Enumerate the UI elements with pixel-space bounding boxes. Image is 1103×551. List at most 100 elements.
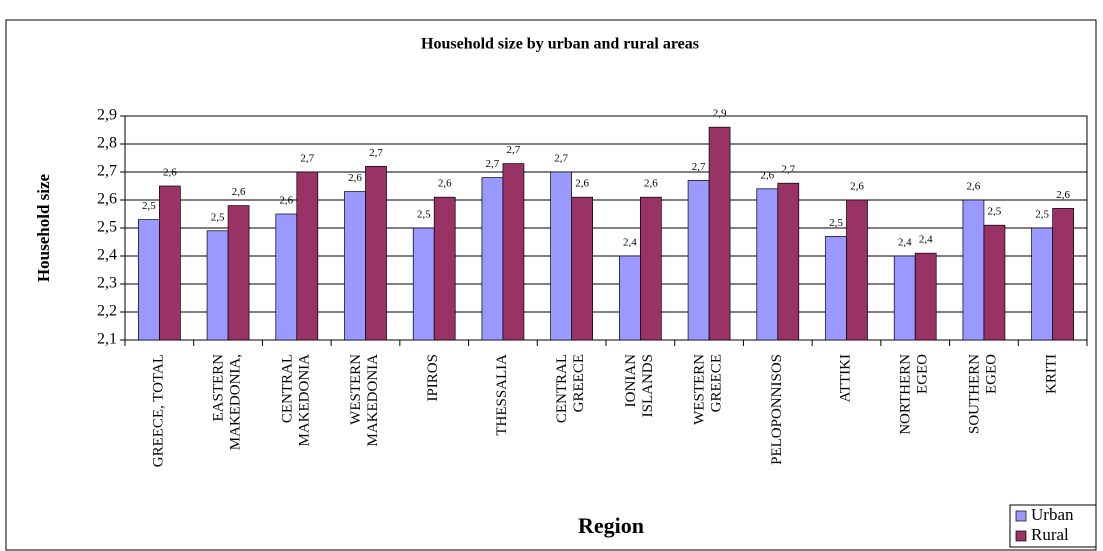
chart-title: Household size by urban and rural areas bbox=[421, 36, 699, 53]
x-tick-label: PELOPONNISOS bbox=[769, 354, 785, 465]
data-label: 2,6 bbox=[279, 195, 293, 207]
data-label: 2,9 bbox=[713, 108, 727, 120]
x-tick-label-line: WESTERN bbox=[348, 354, 364, 425]
bar bbox=[275, 213, 298, 341]
bar bbox=[502, 163, 525, 341]
bar bbox=[159, 185, 181, 341]
bar bbox=[708, 126, 731, 341]
bar bbox=[756, 188, 779, 341]
bar bbox=[412, 227, 435, 341]
bar bbox=[640, 196, 662, 341]
x-tick-label-line: ATTIKI bbox=[838, 354, 854, 402]
x-tick-label: WESTERNMAKEDONIA bbox=[348, 354, 381, 447]
y-tick-label: 2,7 bbox=[97, 163, 117, 180]
data-label: 2,5 bbox=[142, 200, 156, 212]
x-tick-label: CENTRALMAKEDONIA bbox=[280, 354, 313, 447]
x-tick-label-line: EGEO bbox=[984, 354, 1000, 394]
x-tick-label: KRITI bbox=[1044, 354, 1060, 394]
data-label: 2,6 bbox=[644, 178, 658, 190]
data-label: 2,6 bbox=[760, 169, 774, 181]
bar bbox=[365, 166, 387, 341]
data-label: 2,4 bbox=[623, 237, 637, 249]
x-tick-label: SOUTHERNEGEO bbox=[967, 354, 1000, 434]
data-label: 2,7 bbox=[486, 158, 500, 170]
x-tick-label-line: PELOPONNISOS bbox=[769, 354, 785, 465]
data-label: 2,7 bbox=[554, 153, 568, 165]
x-tick-label: NORTHERNEGEO bbox=[898, 354, 931, 435]
data-label: 2,6 bbox=[163, 167, 177, 179]
y-tick-label: 2,8 bbox=[97, 135, 117, 152]
y-tick-label: 2,3 bbox=[97, 275, 117, 292]
x-tick-label-line: NORTHERN bbox=[898, 354, 914, 435]
bar bbox=[571, 196, 593, 341]
x-tick-label-line: THESSALIA bbox=[494, 354, 510, 436]
x-tick-label-line: CENTRAL bbox=[555, 354, 571, 423]
data-label: 2,6 bbox=[438, 178, 452, 190]
x-tick-label: EASTERNMAKEDONIA, bbox=[211, 354, 244, 450]
x-tick-label-line: ISLANDS bbox=[640, 354, 656, 417]
data-label: 2,4 bbox=[919, 234, 933, 246]
x-tick-label-line: EGEO bbox=[915, 354, 931, 394]
x-tick-label-line: GREECE, TOTAL bbox=[151, 354, 167, 467]
data-label: 2,7 bbox=[300, 153, 314, 165]
bar bbox=[962, 199, 985, 341]
x-tick-label-line: GREECE bbox=[572, 354, 588, 412]
bar bbox=[1052, 208, 1074, 341]
bar bbox=[296, 171, 319, 341]
legend-label: Urban bbox=[1031, 505, 1074, 524]
data-label: 2,6 bbox=[967, 181, 981, 193]
data-label: 2,4 bbox=[898, 237, 912, 249]
data-label: 2,7 bbox=[692, 161, 706, 173]
legend-label: Rural bbox=[1031, 525, 1069, 544]
y-tick-label: 2,5 bbox=[97, 219, 117, 236]
x-tick-label: IPIROS bbox=[426, 354, 442, 402]
x-tick-label-line: CENTRAL bbox=[280, 354, 296, 423]
x-tick-label-line: KRITI bbox=[1044, 354, 1060, 394]
y-axis-label: Household size bbox=[34, 173, 53, 282]
bar bbox=[777, 182, 800, 341]
x-tick-label-line: IPIROS bbox=[426, 354, 442, 402]
x-tick-label-line: WESTERN bbox=[692, 354, 708, 425]
x-tick-label: THESSALIA bbox=[494, 354, 510, 436]
x-tick-label: IONIANISLANDS bbox=[623, 354, 656, 418]
data-label: 2,6 bbox=[232, 186, 246, 198]
data-label: 2,7 bbox=[781, 164, 795, 176]
x-tick-label-line: MAKEDONIA bbox=[297, 354, 313, 447]
x-tick-label: WESTERNGREECE bbox=[692, 354, 725, 425]
y-tick-label: 2,9 bbox=[97, 107, 117, 124]
bar bbox=[550, 171, 572, 341]
bar bbox=[846, 199, 868, 341]
y-tick-label: 2,2 bbox=[97, 303, 117, 320]
bar bbox=[481, 177, 504, 341]
bar bbox=[893, 255, 916, 341]
chart-frame bbox=[5, 19, 1097, 551]
x-tick-label-line: MAKEDONIA, bbox=[228, 354, 244, 450]
data-label: 2,5 bbox=[829, 217, 843, 229]
x-tick-label-line: SOUTHERN bbox=[967, 354, 983, 434]
x-tick-label-line: MAKEDONIA bbox=[365, 354, 381, 447]
y-tick-label: 2,1 bbox=[97, 331, 117, 348]
data-label: 2,5 bbox=[211, 211, 225, 223]
data-label: 2,6 bbox=[348, 172, 362, 184]
data-label: 2,6 bbox=[850, 181, 864, 193]
bar bbox=[687, 180, 710, 341]
bar bbox=[344, 191, 366, 341]
x-tick-label: CENTRALGREECE bbox=[555, 354, 588, 423]
data-label: 2,5 bbox=[417, 209, 431, 221]
legend-swatch bbox=[1015, 530, 1027, 542]
bar bbox=[433, 196, 456, 341]
x-tick-label: ATTIKI bbox=[838, 354, 854, 402]
bar bbox=[138, 219, 160, 341]
y-tick-label: 2,6 bbox=[97, 191, 117, 208]
x-tick-label-line: IONIAN bbox=[623, 354, 639, 407]
x-axis-label: Region bbox=[578, 513, 644, 538]
bar bbox=[206, 230, 229, 341]
x-tick-label: GREECE, TOTAL bbox=[151, 354, 167, 467]
bar bbox=[914, 252, 937, 341]
data-label: 2,5 bbox=[1035, 209, 1049, 221]
x-tick-label-line: EASTERN bbox=[211, 354, 227, 422]
bar bbox=[619, 255, 641, 341]
data-label: 2,6 bbox=[575, 178, 589, 190]
data-label: 2,7 bbox=[507, 144, 521, 156]
